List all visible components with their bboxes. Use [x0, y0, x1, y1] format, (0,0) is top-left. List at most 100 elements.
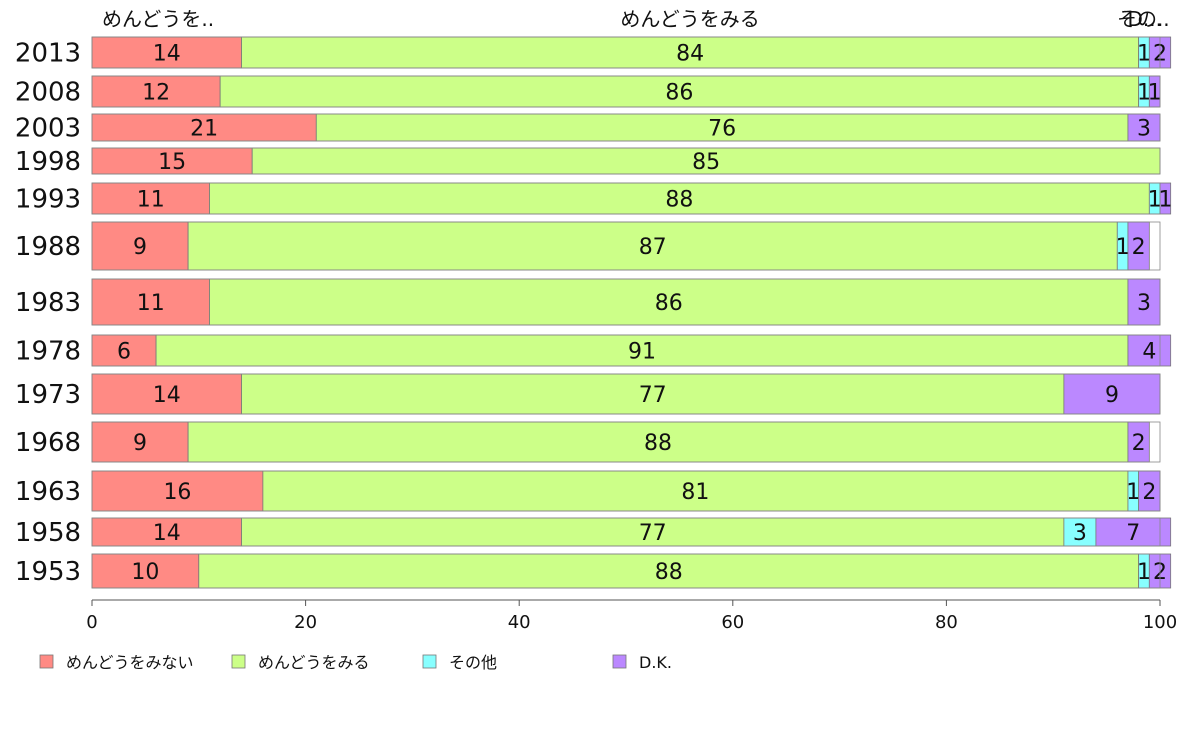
bar-segment-1973-s3 — [1063, 373, 1161, 415]
bar-segment-2013-s1 — [241, 36, 1140, 69]
year-label-1988: 1988 — [15, 232, 81, 262]
data-label-1958-s3: 7 — [1126, 521, 1140, 546]
row-outline-1988 — [91, 221, 1161, 271]
bar-segment-1973-s1 — [241, 373, 1065, 415]
data-label-1968-s0: 9 — [133, 431, 147, 456]
data-label-1958-s2: 3 — [1073, 521, 1087, 546]
bar-segment-1963-s1 — [262, 470, 1129, 512]
data-label-1988-s3: 2 — [1132, 235, 1146, 260]
data-label-2008-s2: 1 — [1137, 81, 1151, 106]
data-label-1993-s3: 1 — [1158, 188, 1172, 213]
data-label-1988-s0: 9 — [133, 235, 147, 260]
bar-segment-1968-s1 — [187, 421, 1129, 463]
row-outline-2008 — [91, 75, 1161, 108]
data-label-1983-s0: 11 — [137, 291, 165, 316]
data-label-2008-s1: 86 — [665, 81, 693, 106]
x-tick-label-20: 20 — [294, 612, 317, 633]
legend-swatch-s1 — [231, 654, 246, 669]
row-outline-2013 — [91, 36, 1161, 69]
data-label-1973-s0: 14 — [153, 383, 181, 408]
data-label-1993-s0: 11 — [137, 188, 165, 213]
data-label-1953-s0: 10 — [131, 560, 159, 585]
data-label-1963-s2: 1 — [1126, 480, 1140, 505]
data-label-1978-s3: 4 — [1142, 340, 1156, 365]
row-outline-1983 — [91, 278, 1161, 326]
row-outline-1978 — [91, 334, 1161, 367]
legend-label-s2: その他 — [449, 653, 497, 672]
data-label-1978-s1: 91 — [628, 340, 656, 365]
data-label-1998-s1: 85 — [692, 150, 720, 175]
year-label-1958: 1958 — [15, 518, 81, 548]
year-label-1968: 1968 — [15, 428, 81, 458]
top-label-s3: D... — [1128, 7, 1162, 31]
legend-swatch-s2 — [422, 654, 437, 669]
row-outline-1963 — [91, 470, 1161, 512]
data-label-1993-s2: 1 — [1148, 188, 1162, 213]
year-label-2008: 2008 — [15, 78, 81, 108]
year-label-2013: 2013 — [15, 39, 81, 69]
legend-label-s3: D.K. — [639, 653, 672, 672]
x-axis: 0 20 40 60 80 100 — [86, 599, 1177, 633]
year-label-1993: 1993 — [15, 185, 81, 215]
bar-segment-2003-s3 — [1127, 113, 1161, 142]
data-label-1988-s2: 1 — [1116, 235, 1130, 260]
data-label-2008-s0: 12 — [142, 81, 170, 106]
bar-segment-1963-s0 — [91, 470, 264, 512]
data-label-1963-s3: 2 — [1142, 480, 1156, 505]
legend-label-s1: めんどうをみる — [258, 653, 370, 672]
data-label-1983-s1: 86 — [655, 291, 683, 316]
data-label-2008-s3: 1 — [1148, 81, 1162, 106]
year-label-2003: 2003 — [15, 114, 81, 144]
data-label-1968-s3: 2 — [1132, 431, 1146, 456]
data-label-1963-s1: 81 — [681, 480, 709, 505]
x-tick-label-100: 100 — [1143, 612, 1177, 633]
top-label-s0: めんどうを.. — [102, 7, 214, 31]
data-label-1973-s1: 77 — [639, 383, 667, 408]
bar-segment-1958-s1 — [241, 517, 1065, 547]
bar-segment-2013-s0 — [91, 36, 242, 69]
x-tick-label-0: 0 — [86, 612, 97, 633]
data-label-1968-s1: 88 — [644, 431, 672, 456]
year-label-1998: 1998 — [15, 147, 81, 177]
bar-segment-1993-s0 — [91, 182, 210, 215]
x-tick-label-80: 80 — [935, 612, 958, 633]
row-outline-1993 — [91, 182, 1161, 215]
data-label-2003-s3: 3 — [1137, 117, 1151, 142]
data-label-1973-s3: 9 — [1105, 383, 1119, 408]
bar-segment-1983-s1 — [209, 278, 1129, 326]
data-label-1953-s2: 1 — [1137, 560, 1151, 585]
data-label-1953-s1: 88 — [655, 560, 683, 585]
year-label-1983: 1983 — [15, 288, 81, 318]
year-label-1963: 1963 — [15, 477, 81, 507]
x-tick-label-60: 60 — [721, 612, 744, 633]
row-outline-2003 — [91, 113, 1161, 142]
data-label-1958-s1: 77 — [639, 521, 667, 546]
data-label-1993-s1: 88 — [665, 188, 693, 213]
row-outline-1958 — [91, 517, 1161, 547]
row-outline-1968 — [91, 421, 1161, 463]
data-label-1963-s0: 16 — [163, 480, 191, 505]
data-label-1978-s0: 6 — [117, 340, 131, 365]
row-outline-1998 — [91, 147, 1161, 175]
bar-segment-1983-s3 — [1127, 278, 1161, 326]
bar-segment-1978-s3 — [1127, 334, 1172, 367]
bar-segment-1998-s1 — [251, 147, 1161, 175]
data-label-1983-s3: 3 — [1137, 291, 1151, 316]
legend-swatch-s0 — [39, 654, 54, 669]
data-label-1988-s1: 87 — [639, 235, 667, 260]
row-outline-1953 — [91, 553, 1161, 589]
legend: めんどうをみない めんどうをみる その他 D.K. — [39, 653, 672, 672]
data-label-2003-s1: 76 — [708, 117, 736, 142]
series-top-labels: めんどうを.. めんどうをみる その..D... — [102, 7, 1170, 31]
bar-segment-1978-s1 — [155, 334, 1129, 367]
data-label-1958-s0: 14 — [153, 521, 181, 546]
data-label-2013-s2: 1 — [1137, 42, 1151, 67]
legend-label-s0: めんどうをみない — [66, 653, 194, 672]
bar-segment-1953-s1 — [198, 553, 1140, 589]
x-tick-label-40: 40 — [508, 612, 531, 633]
data-label-2003-s0: 21 — [190, 117, 218, 142]
bar-segment-1973-s0 — [91, 373, 242, 415]
data-label-2013-s0: 14 — [153, 42, 181, 67]
